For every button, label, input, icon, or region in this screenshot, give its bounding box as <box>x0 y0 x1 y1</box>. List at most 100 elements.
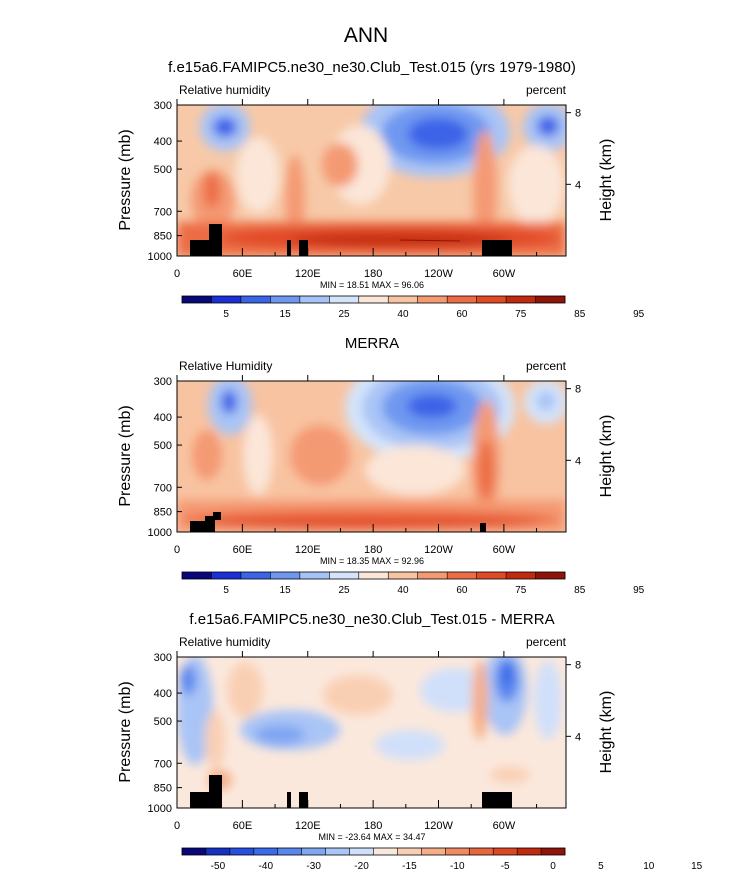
x-tick-label: 0 <box>174 544 180 556</box>
colorbar-frame <box>181 295 566 304</box>
x-tick-label: 180 <box>364 268 382 280</box>
colorbar-swatch <box>447 572 477 579</box>
colorbar-label: -5 <box>501 861 510 872</box>
colorbar-swatch <box>240 296 271 303</box>
colorbar: -50-40-30-20-15-10-505101520304050 <box>181 847 703 872</box>
y-tick-label: 500 <box>154 440 172 452</box>
y-tick-label: 400 <box>154 412 172 424</box>
colorbar-swatch <box>325 848 350 855</box>
y-tick-label: 1000 <box>148 803 172 815</box>
x-tick-label: 60W <box>493 268 516 280</box>
colorbar-swatch <box>421 848 446 855</box>
y-tick-label: 300 <box>154 376 172 388</box>
x-tick-label: 120E <box>295 268 321 280</box>
x-tick-label: 0 <box>174 820 180 832</box>
colorbar-label: 10 <box>643 861 655 872</box>
x-tick-label: 120W <box>424 268 453 280</box>
y2-tick-label: 4 <box>575 455 581 467</box>
colorbar-swatch <box>493 848 518 855</box>
y-tick-label: 1000 <box>148 251 172 263</box>
colorbar-swatch <box>211 572 242 579</box>
panel-title: MERRA <box>345 335 399 352</box>
y-tick-label: 850 <box>154 783 172 795</box>
y-tick-label: 700 <box>154 206 172 218</box>
colorbar-label: 25 <box>338 309 350 320</box>
y-tick-label: 500 <box>154 716 172 728</box>
x-tick-label: 60W <box>493 544 516 556</box>
colorbar-label: 60 <box>456 309 468 320</box>
colorbar-swatch <box>299 572 330 579</box>
colorbar-swatch <box>253 848 279 855</box>
y-tick-label: 300 <box>154 100 172 112</box>
colorbar-swatch <box>445 848 470 855</box>
panel-3: f.e15a6.FAMIPC5.ne30_ne30.Club_Test.015 … <box>117 611 703 872</box>
variable-label: Relative humidity <box>179 83 270 97</box>
colorbar-swatch <box>417 296 448 303</box>
contour-field <box>177 657 566 808</box>
colorbar-label: 85 <box>574 585 586 596</box>
colorbar-swatch <box>358 572 389 579</box>
x-tick-label: 60W <box>493 820 516 832</box>
x-tick-label: 120E <box>295 544 321 556</box>
y-tick-label: 850 <box>154 231 172 243</box>
colorbar-label: -30 <box>306 861 321 872</box>
colorbar-label: 25 <box>338 585 350 596</box>
y-tick-label: 850 <box>154 507 172 519</box>
colorbar-swatch <box>229 848 255 855</box>
y2-axis-title: Height (km) <box>598 691 615 774</box>
contour-field <box>177 105 566 256</box>
colorbar-label: 0 <box>550 861 556 872</box>
colorbar-label: 95 <box>633 309 645 320</box>
y-tick-label: 400 <box>154 136 172 148</box>
colorbar-swatch <box>240 572 271 579</box>
colorbar-swatch <box>277 848 302 855</box>
colorbar-swatch <box>211 296 242 303</box>
contour-field <box>177 381 566 532</box>
panel-title: f.e15a6.FAMIPC5.ne30_ne30.Club_Test.015 … <box>168 59 576 76</box>
units-label: percent <box>526 83 567 97</box>
panel-1: f.e15a6.FAMIPC5.ne30_ne30.Club_Test.015 … <box>117 59 645 320</box>
colorbar-swatch <box>535 296 566 303</box>
colorbar-swatch <box>506 572 536 579</box>
colorbar-label: 15 <box>280 309 292 320</box>
colorbar-swatch <box>517 848 542 855</box>
x-tick-label: 60E <box>233 820 253 832</box>
x-tick-label: 60E <box>233 268 253 280</box>
colorbar-swatch <box>182 848 207 855</box>
colorbar-label: -15 <box>402 861 417 872</box>
y2-axis-title: Height (km) <box>598 415 615 498</box>
x-tick-label: 120W <box>424 820 453 832</box>
y2-tick-label: 4 <box>575 731 581 743</box>
colorbar-label: 60 <box>456 585 468 596</box>
colorbar-label: 5 <box>598 861 604 872</box>
colorbar-label: 15 <box>280 585 292 596</box>
colorbar: 5 15 25 40 60 75 85 95 <box>181 295 645 320</box>
x-tick-label: 120E <box>295 820 321 832</box>
y-tick-label: 1000 <box>148 527 172 539</box>
colorbar-swatch <box>329 296 360 303</box>
colorbar-swatch <box>358 296 389 303</box>
variable-label: Relative humidity <box>179 635 270 649</box>
colorbar-swatch <box>299 296 330 303</box>
colorbar-label: 95 <box>633 585 645 596</box>
colorbar-swatch <box>270 296 301 303</box>
units-label: percent <box>526 635 567 649</box>
y-tick-label: 700 <box>154 482 172 494</box>
y-tick-label: 400 <box>154 688 172 700</box>
units-label: percent <box>526 359 567 373</box>
colorbar-label: 75 <box>515 585 527 596</box>
y2-tick-label: 8 <box>575 660 581 672</box>
y-tick-label: 300 <box>154 652 172 664</box>
y-axis-title: Pressure (mb) <box>117 405 134 506</box>
colorbar: 5 15 25 40 60 75 85 95 <box>181 571 645 596</box>
colorbar-label: -40 <box>259 861 274 872</box>
colorbar-swatch <box>205 848 231 855</box>
min-max-stats: MIN = 18.35 MAX = 92.96 <box>320 556 424 566</box>
colorbar-label: 85 <box>574 309 586 320</box>
min-max-stats: MIN = -23.64 MAX = 34.47 <box>318 832 425 842</box>
y-axis-title: Pressure (mb) <box>117 681 134 782</box>
colorbar-label: -50 <box>211 861 226 872</box>
colorbar-swatch <box>447 296 477 303</box>
colorbar-label: 75 <box>515 309 527 320</box>
